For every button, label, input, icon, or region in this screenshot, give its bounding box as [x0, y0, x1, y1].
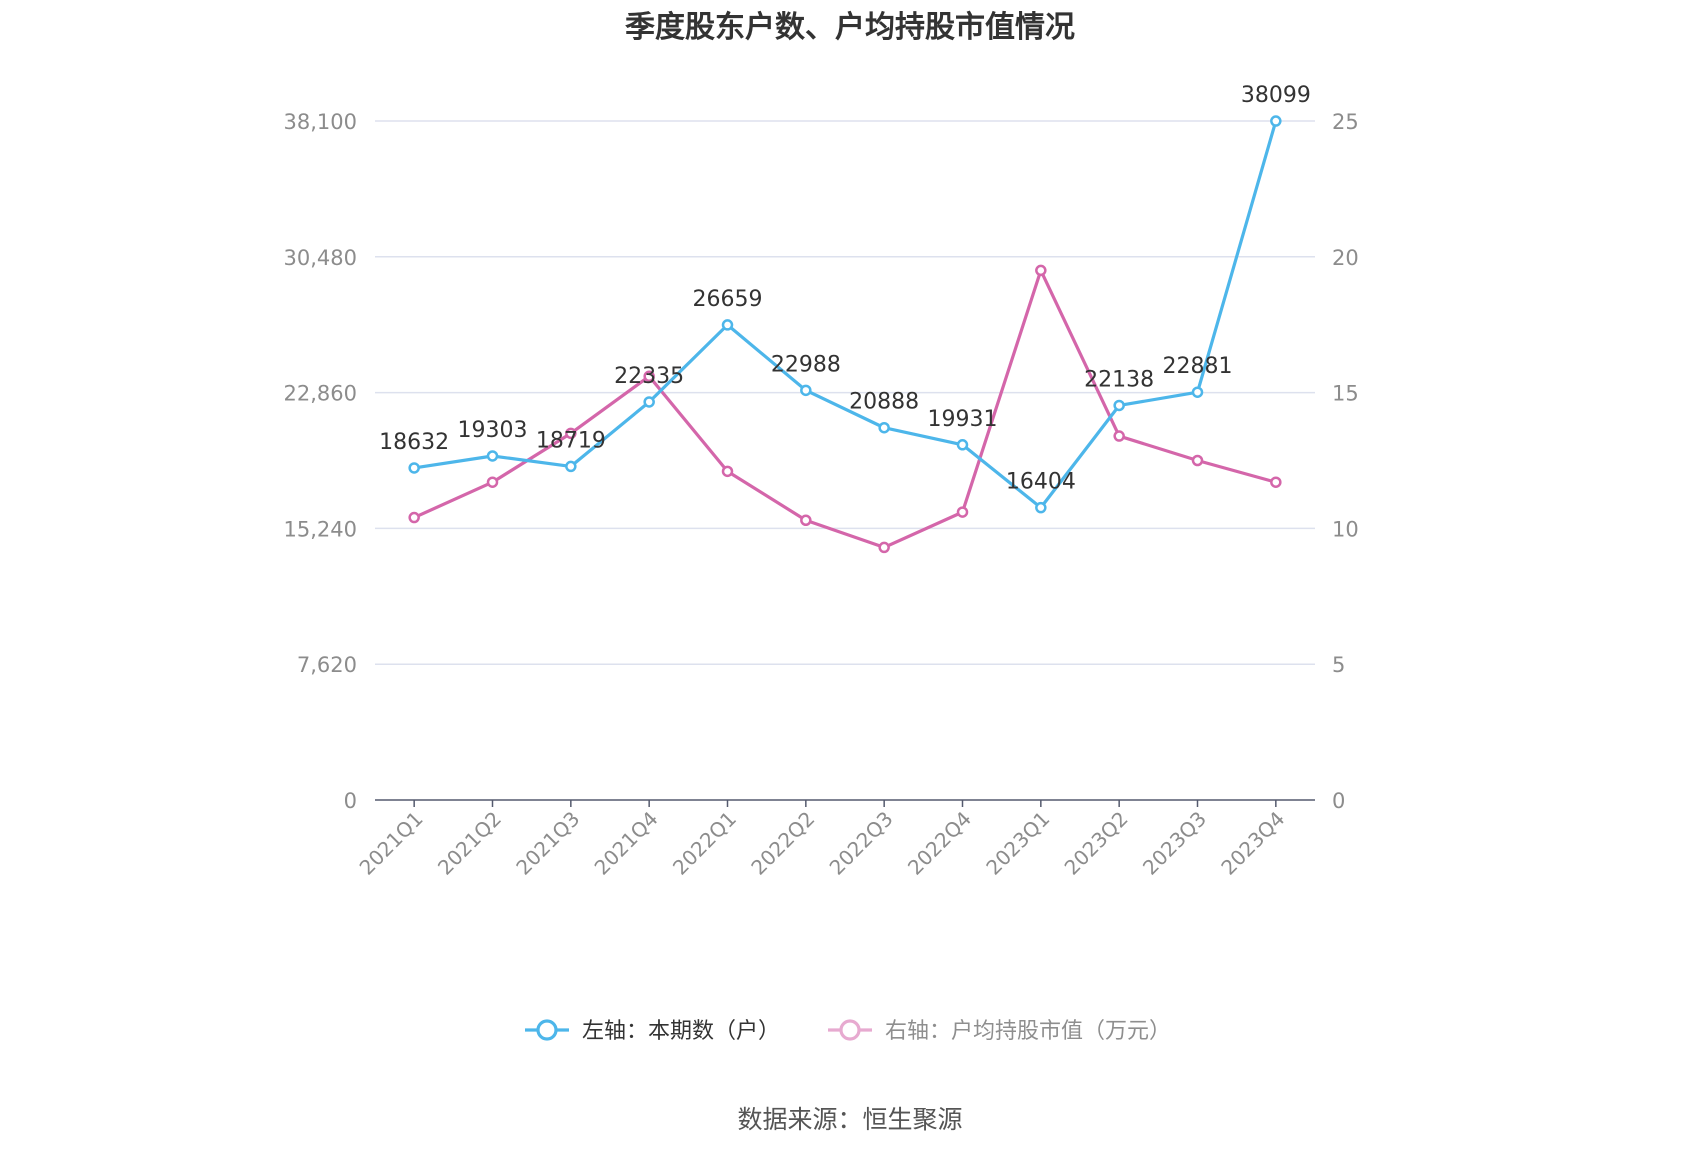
series-line-right — [413, 268, 1277, 550]
series-left — [408, 115, 1282, 514]
data-label: 26659 — [693, 287, 763, 312]
data-label: 22138 — [1084, 367, 1154, 392]
data-point-right[interactable] — [1035, 264, 1047, 277]
y-left-tick-label: 38,100 — [284, 110, 357, 134]
data-label: 16404 — [1006, 470, 1076, 495]
y-right-tick-label: 20 — [1332, 246, 1359, 270]
y-left-tick-label: 7,620 — [297, 653, 357, 677]
data-point-left[interactable] — [878, 421, 890, 434]
data-labels: 18632 19303 18719 22335 26659 22988 20888 19931… — [379, 83, 1311, 495]
data-point-left[interactable] — [486, 450, 499, 462]
series-line-left — [413, 120, 1278, 510]
data-point-right[interactable] — [565, 427, 577, 440]
x-tick-label: 2022Q3 — [825, 807, 898, 880]
y-axis-right: 0 5 10 15 20 25 — [1332, 110, 1359, 813]
x-tick-label: 2022Q2 — [746, 807, 819, 880]
grid — [375, 120, 1315, 665]
y-right-tick-label: 10 — [1332, 517, 1359, 541]
data-point-left[interactable] — [800, 384, 812, 397]
y-left-tick-label: 30,480 — [284, 246, 357, 270]
data-label: 19931 — [928, 407, 998, 432]
data-label: 22881 — [1163, 354, 1233, 379]
data-point-left[interactable] — [721, 319, 734, 331]
y-axis-left: 0 7,620 15,240 22,860 30,480 38,100 — [284, 110, 357, 813]
x-tick-label: 2022Q4 — [903, 807, 976, 880]
source-note: 数据来源：恒生聚源 — [737, 1105, 962, 1134]
data-point-left[interactable] — [1035, 501, 1047, 514]
data-label: 22988 — [771, 352, 841, 377]
y-left-tick-label: 22,860 — [284, 382, 357, 406]
data-point-right[interactable] — [878, 541, 890, 554]
x-tick-label: 2021Q2 — [433, 807, 506, 880]
data-point-right[interactable] — [956, 506, 969, 518]
x-tick-label: 2023Q2 — [1060, 807, 1133, 880]
legend[interactable]: 左轴：本期数（户） 右轴：户均持股市值（万元） — [525, 1019, 1171, 1044]
data-point-right[interactable] — [721, 465, 734, 478]
data-point-left[interactable] — [1191, 386, 1204, 398]
legend-label: 右轴：户均持股市值（万元） — [885, 1019, 1171, 1044]
data-point-right[interactable] — [1113, 430, 1125, 442]
data-point-right[interactable] — [1270, 476, 1282, 488]
y-left-tick-label: 0 — [344, 789, 357, 813]
chart-title: 季度股东户数、户均持股市值情况 — [625, 10, 1075, 45]
y-right-tick-label: 5 — [1332, 653, 1345, 677]
legend-item-right[interactable]: 右轴：户均持股市值（万元） — [828, 1019, 1171, 1044]
y-right-tick-label: 25 — [1332, 110, 1359, 134]
data-label: 38099 — [1241, 83, 1311, 108]
data-label: 18719 — [536, 428, 606, 453]
data-point-right[interactable] — [1191, 454, 1204, 467]
series-layer — [408, 115, 1282, 554]
data-point-left[interactable] — [1113, 399, 1125, 412]
data-point-right[interactable] — [408, 511, 420, 524]
x-tick-label: 2023Q4 — [1216, 807, 1289, 880]
data-label: 19303 — [458, 418, 528, 443]
x-tick-label: 2023Q3 — [1138, 807, 1211, 880]
data-point-left[interactable] — [565, 460, 577, 473]
data-point-left[interactable] — [1270, 115, 1282, 127]
legend-marker — [839, 1019, 861, 1041]
data-point-right[interactable] — [486, 476, 499, 488]
data-point-left[interactable] — [408, 462, 420, 474]
y-left-tick-label: 15,240 — [284, 517, 357, 541]
series-right — [408, 264, 1282, 554]
legend-marker — [536, 1019, 558, 1041]
data-label: 18632 — [379, 430, 449, 455]
y-right-tick-label: 0 — [1332, 789, 1345, 813]
x-tick-label: 2022Q1 — [668, 807, 741, 880]
data-label: 22335 — [614, 364, 684, 389]
data-point-left[interactable] — [956, 439, 969, 451]
legend-label: 左轴：本期数（户） — [582, 1019, 780, 1044]
y-right-tick-label: 15 — [1332, 382, 1359, 406]
x-axis: 2021Q1 2021Q2 2021Q3 2021Q4 2022Q1 2022Q2 2022… — [355, 799, 1315, 880]
data-point-right[interactable] — [643, 370, 655, 383]
data-label: 20888 — [849, 390, 919, 415]
data-point-right[interactable] — [800, 514, 812, 527]
x-tick-label: 2023Q1 — [981, 807, 1054, 880]
x-tick-label: 2021Q4 — [590, 807, 663, 880]
data-point-left[interactable] — [643, 396, 655, 408]
legend-item-left[interactable]: 左轴：本期数（户） — [525, 1019, 780, 1044]
x-tick-label: 2021Q3 — [511, 807, 584, 880]
x-tick-label: 2021Q1 — [355, 807, 428, 880]
